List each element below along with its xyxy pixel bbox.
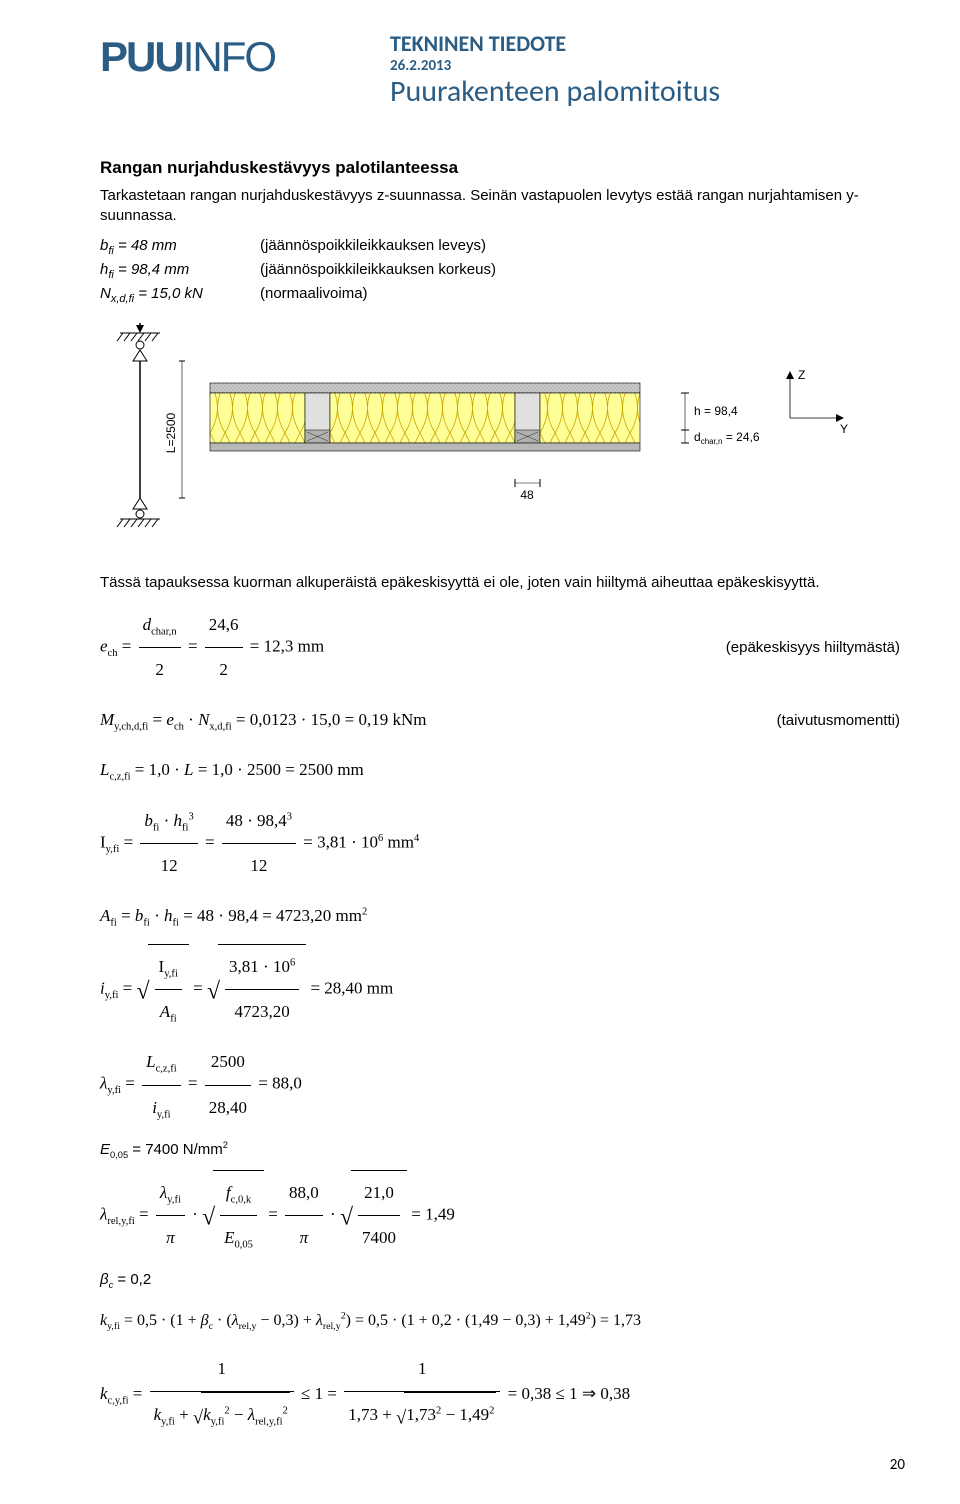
intro-paragraph: Tarkastetaan rangan nurjahduskestävyys z…	[100, 186, 900, 227]
column-height-label: L=2500	[164, 412, 178, 453]
formula-e-ch: ech = dchar,n2 = 24,62 = 12,3 mm (epäkes…	[100, 603, 900, 692]
logo-bold: PUU	[100, 33, 183, 80]
formula-lambda-y: λy,fi = Lc,z,fiiy,fi = 250028,40 = 88,0	[100, 1040, 900, 1129]
parameters-list: bfi = 48 mm (jäännöspoikkileikkauksen le…	[100, 237, 900, 305]
width-label: 48	[520, 488, 534, 502]
formula-kc: kc,y,fi = 1ky,fi + √ky,fi2 − λrel,y,fi2 …	[100, 1347, 900, 1444]
page-number: 20	[890, 1456, 905, 1474]
axis-y-label: Y	[840, 422, 848, 436]
h-label: h = 98,4	[694, 404, 738, 418]
section-heading: Rangan nurjahduskestävyys palotilanteess…	[100, 158, 900, 178]
formula-lambda-rel: λrel,y,fi = λy,fiπ · √fc,0,kE0,05 = 88,0…	[100, 1170, 900, 1260]
formula-Iy: Iy,fi = bfi · hfi312 = 48 · 98,4312 = 3,…	[100, 799, 900, 888]
param-row: Nx,d,fi = 15,0 kN (normaalivoima)	[100, 285, 900, 305]
formula-beta-c: βc = 0,2	[100, 1266, 900, 1294]
logo: PUUINFO	[100, 30, 275, 78]
param-row: bfi = 48 mm (jäännöspoikkileikkauksen le…	[100, 237, 900, 257]
formula-ky: ky,fi = 0,5 · (1 + βc · (λrel,y − 0,3) +…	[100, 1300, 900, 1342]
mid-paragraph: Tässä tapauksessa kuorman alkuperäistä e…	[100, 573, 900, 593]
header-text-block: TEKNINEN TIEDOTE 26.2.2013 Puurakenteen …	[390, 30, 720, 108]
param-row: hfi = 98,4 mm (jäännöspoikkileikkauksen …	[100, 261, 900, 281]
header-line1: TEKNINEN TIEDOTE	[390, 30, 720, 57]
formula-iy-radius: iy,fi = √Iy,fiAfi = √3,81 · 1064723,20 =…	[100, 944, 900, 1034]
structural-diagram: L=2500	[100, 323, 900, 543]
formula-moment: My,ch,d,fi = ech · Nx,d,fi = 0,0123 · 15…	[100, 698, 900, 742]
formula-E005: E0,05 = 7400 N/mm2	[100, 1136, 900, 1164]
logo-light: INFO	[183, 33, 275, 80]
axis-z-label: Z	[798, 368, 805, 382]
header-line3: Puurakenteen palomitoitus	[390, 75, 720, 108]
page-header: PUUINFO TEKNINEN TIEDOTE 26.2.2013 Puura…	[100, 30, 900, 108]
dchar-label: dchar,n = 24,6	[694, 430, 760, 446]
formula-A: Afi = bfi · hfi = 48 · 98,4 = 4723,20 mm…	[100, 894, 900, 938]
formula-buckling-length: Lc,z,fi = 1,0 · L = 1,0 · 2500 = 2500 mm	[100, 748, 900, 792]
